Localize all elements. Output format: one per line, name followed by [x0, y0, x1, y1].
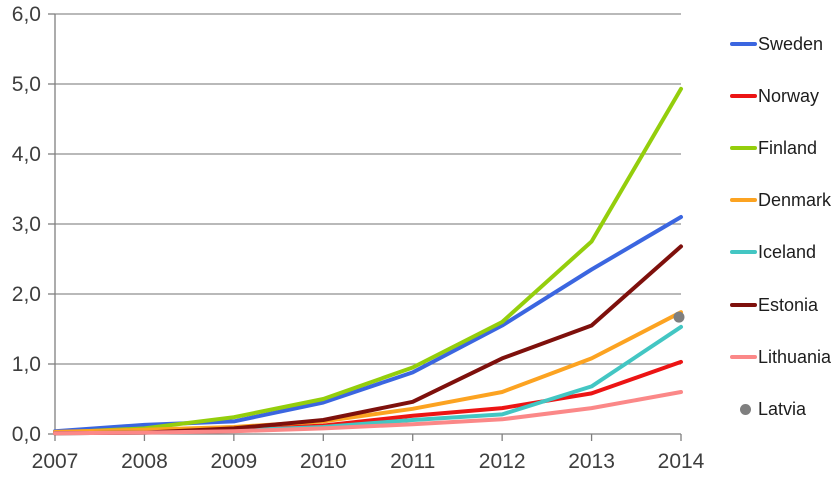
legend-label-norway: Norway: [758, 86, 820, 106]
legend-line-swatch-lithuania: [730, 354, 757, 360]
latvia-data-point: [673, 311, 685, 323]
x-tick-label: 2009: [210, 450, 257, 473]
legend-line-swatch-sweden: [730, 41, 757, 47]
legend-label-iceland: Iceland: [758, 242, 817, 262]
legend-label-denmark: Denmark: [758, 190, 832, 210]
legend-item-lithuania: Lithuania: [717, 346, 831, 368]
series-line-lithuania: [53, 390, 683, 436]
legend-item-finland: Finland: [717, 137, 817, 159]
legend-item-estonia: Estonia: [717, 294, 818, 316]
chart-legend: Sweden Norway Finland Denmark Iceland Estonia…: [717, 0, 838, 486]
legend-line-swatch-denmark: [730, 197, 757, 203]
x-tick-label: 2011: [390, 450, 435, 473]
legend-label-latvia: Latvia: [758, 399, 807, 419]
y-tick-label: 2,0: [12, 283, 41, 306]
series-line-sweden: [53, 215, 683, 434]
legend-item-denmark: Denmark: [717, 189, 831, 211]
legend-label-sweden: Sweden: [758, 34, 824, 54]
legend-item-latvia: Latvia: [717, 398, 806, 420]
y-tick-label: 5,0: [12, 73, 41, 96]
x-tick-label: 2012: [479, 450, 526, 473]
x-tick-label: 2007: [32, 450, 79, 473]
legend-item-iceland: Iceland: [717, 241, 816, 263]
x-tick-label: 2010: [300, 450, 347, 473]
legend-line-swatch-estonia: [730, 302, 757, 308]
legend-line-swatch-iceland: [730, 249, 757, 255]
y-tick-label: 6,0: [12, 3, 41, 26]
y-tick-label: 0,0: [12, 423, 41, 446]
legend-label-estonia: Estonia: [758, 295, 819, 315]
series-line-finland: [53, 86, 683, 435]
legend-label-finland: Finland: [758, 138, 818, 158]
x-tick-label: 2008: [121, 450, 168, 473]
legend-line-swatch-finland: [730, 145, 757, 151]
legend-line-swatch-norway: [730, 93, 757, 99]
series-line-iceland: [53, 324, 683, 436]
series-line-denmark: [53, 310, 683, 434]
legend-item-norway: Norway: [717, 85, 819, 107]
x-tick-label: 2014: [658, 450, 705, 473]
y-tick-label: 4,0: [12, 143, 41, 166]
legend-item-sweden: Sweden: [717, 33, 823, 55]
legend-label-lithuania: Lithuania: [758, 347, 832, 367]
y-tick-label: 1,0: [12, 353, 41, 376]
legend-circle-swatch-latvia: [740, 403, 751, 415]
y-tick-label: 3,0: [12, 213, 41, 236]
x-tick-label: 2013: [568, 450, 615, 473]
